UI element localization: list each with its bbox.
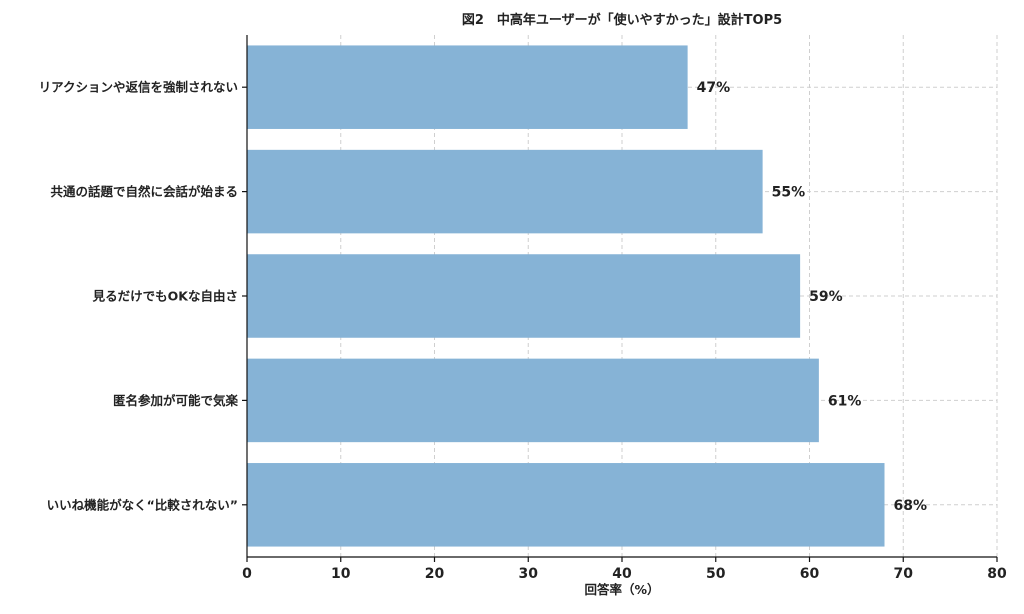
bars <box>247 45 885 547</box>
x-tick-label: 60 <box>800 566 820 582</box>
category-label: リアクションや返信を強制されない <box>39 80 238 95</box>
category-label: いいね機能がなく“比較されない” <box>47 497 238 512</box>
bar <box>247 463 885 547</box>
bar <box>247 254 801 338</box>
value-label: 61% <box>828 393 862 409</box>
x-tick-label: 20 <box>425 566 445 582</box>
value-label: 59% <box>809 289 843 305</box>
x-tick-label: 80 <box>987 566 1007 582</box>
category-label: 共通の話題で自然に会話が始まる <box>50 184 238 199</box>
x-tick-label: 10 <box>331 566 351 582</box>
bar <box>247 45 688 129</box>
x-tick-label: 30 <box>519 566 539 582</box>
category-label: 匿名参加が可能で気楽 <box>113 393 239 408</box>
category-label: 見るだけでもOKな自由さ <box>92 289 238 304</box>
bar <box>247 149 763 234</box>
x-tick-label: 0 <box>242 566 252 582</box>
value-label: 68% <box>894 498 928 514</box>
x-axis-title: 回答率（%） <box>584 582 659 597</box>
value-label: 47% <box>697 80 731 96</box>
labels: 0 10 20 30 40 50 60 70 80 リアクションや返信を強制されない 47% 共通の話… <box>39 80 1007 582</box>
x-tick-label: 40 <box>612 566 632 582</box>
x-tick-label: 70 <box>894 566 914 582</box>
chart-title: 図2 中高年ユーザーが「使いやすかった」設計TOP5 <box>462 12 782 28</box>
bar <box>247 358 819 443</box>
value-label: 55% <box>772 185 806 201</box>
axes <box>242 35 998 562</box>
x-tick-label: 50 <box>706 566 726 582</box>
